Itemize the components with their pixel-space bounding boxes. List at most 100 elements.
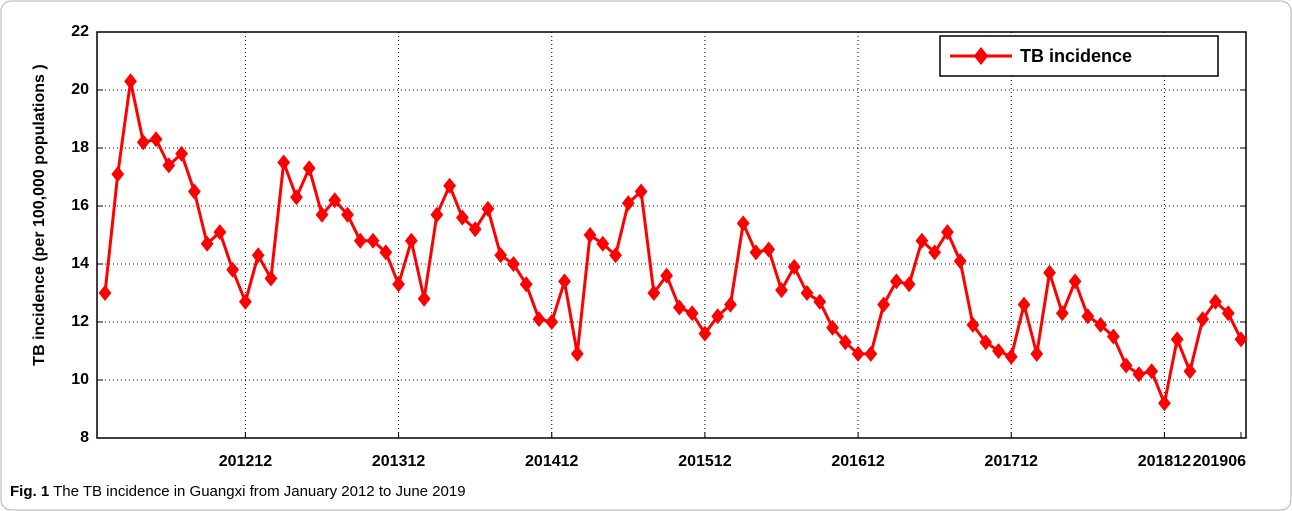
marker [660,267,674,284]
marker [698,325,712,342]
marker [749,244,763,261]
marker [1145,363,1159,380]
marker [1030,345,1044,362]
marker [468,221,482,238]
marker [877,296,891,313]
marker [672,299,686,316]
x-tick-label: 201312 [372,453,425,470]
x-tick-label: 201412 [525,453,578,470]
marker [1196,311,1210,328]
marker [443,177,457,194]
marker [609,247,622,264]
marker [379,244,393,261]
marker [1017,296,1031,313]
marker [239,293,252,310]
y-tick-label: 20 [71,81,89,98]
y-tick-label: 8 [80,429,89,446]
marker [621,195,635,212]
marker [711,308,725,325]
marker [136,134,150,151]
marker [851,345,865,362]
marker [455,209,469,226]
marker [953,253,967,270]
marker [353,232,367,249]
y-tick-label: 22 [71,23,89,40]
marker [1183,363,1197,380]
marker [1119,357,1133,374]
marker [341,206,354,223]
marker [1043,264,1056,281]
marker [915,232,929,249]
marker [941,224,954,241]
x-tick-label: 201712 [985,453,1038,470]
marker [1209,293,1222,310]
caption: Fig. 1 The TB incidence in Guangxi from … [10,483,466,500]
y-tick-label: 12 [71,313,89,330]
y-tick-label: 14 [71,255,89,272]
marker [290,189,303,206]
marker [302,160,316,177]
marker [187,183,201,200]
y-tick-label: 10 [71,371,89,388]
plot-border [96,31,1247,439]
x-tick-label: 201906 [1193,453,1246,470]
marker [992,343,1005,359]
marker [889,273,903,290]
marker [200,235,214,252]
marker [724,296,737,313]
marker [149,131,163,148]
marker [1081,308,1095,325]
x-tick-label: 201612 [831,453,884,470]
marker [519,276,533,293]
x-tick-label: 201212 [219,453,272,470]
y-axis-label: TB incidence (per 100,000 populations ) [31,64,48,365]
y-tick-label: 18 [71,139,89,156]
marker [1068,273,1082,290]
marker [634,183,648,200]
marker [494,247,508,264]
marker [1170,331,1184,348]
marker [1055,305,1069,322]
marker [596,235,610,252]
marker [532,311,546,328]
marker [404,232,418,249]
x-tick-label: 201512 [678,453,731,470]
marker [813,293,827,310]
marker [1106,328,1120,345]
marker [264,270,278,287]
marker [315,206,329,223]
caption-text: The TB incidence in Guangxi from January… [53,483,465,500]
marker [162,157,176,174]
data-line [103,80,1243,409]
marker [124,73,137,90]
marker [481,200,495,217]
marker [902,276,916,293]
marker [558,273,571,290]
marker [800,285,814,301]
marker [251,247,265,264]
y-tick-label: 16 [71,197,89,214]
marker [545,314,559,330]
marker [1234,331,1248,348]
marker [430,206,444,223]
marker [864,345,878,362]
marker [366,232,380,249]
marker [736,215,750,232]
marker [775,282,788,299]
marker [98,285,112,301]
marker [328,192,342,209]
marker [647,285,661,301]
marker [1094,316,1107,333]
marker [826,319,839,336]
marker [685,305,699,322]
marker [583,227,597,243]
marker [787,258,801,275]
marker [762,241,776,258]
marker [392,276,405,293]
marker [570,345,584,362]
marker [1004,348,1018,365]
marker [1221,305,1235,322]
marker [928,244,942,261]
marker [1158,395,1171,412]
